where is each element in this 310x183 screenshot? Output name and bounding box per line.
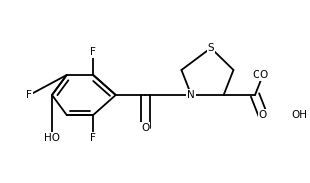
Text: S: S — [208, 43, 214, 53]
Text: H: H — [289, 110, 297, 120]
Text: O: O — [141, 123, 149, 133]
Text: O: O — [253, 70, 261, 80]
Text: OH: OH — [291, 110, 307, 120]
Text: O: O — [259, 110, 267, 120]
Text: N: N — [188, 90, 195, 100]
Text: HO: HO — [44, 133, 60, 143]
Text: O: O — [260, 70, 268, 80]
Text: N: N — [188, 90, 195, 100]
Text: F: F — [90, 47, 96, 57]
Text: O: O — [141, 123, 149, 133]
Text: S: S — [208, 43, 214, 53]
Text: O: O — [259, 110, 267, 120]
Text: O: O — [255, 70, 263, 80]
Text: H: H — [289, 110, 297, 120]
Text: F: F — [90, 133, 96, 143]
Text: F: F — [90, 133, 96, 143]
Text: F: F — [26, 90, 32, 100]
Text: F: F — [26, 90, 32, 100]
Text: HO: HO — [44, 133, 60, 143]
Text: F: F — [90, 47, 96, 57]
